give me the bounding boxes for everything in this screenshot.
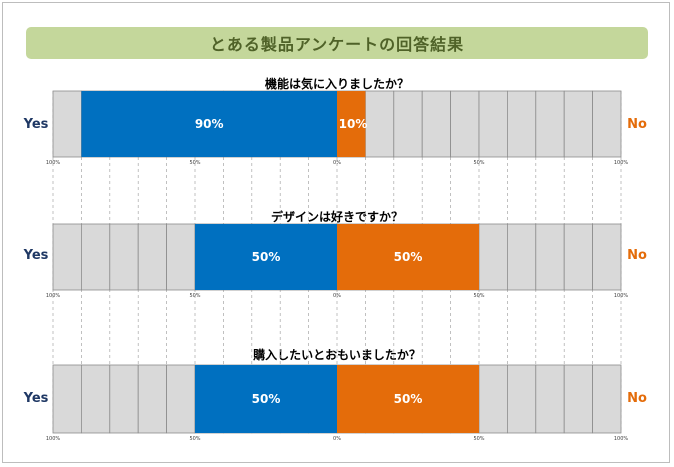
background-cell: [137, 223, 167, 291]
tick-label: 50%: [189, 293, 200, 299]
background-cell: [563, 90, 594, 158]
tick-label: 50%: [473, 293, 484, 299]
background-cell: [478, 90, 508, 158]
background-cell: [563, 223, 594, 291]
chart-3-yes-label: Yes: [23, 391, 49, 406]
bar-no: [337, 365, 479, 433]
background-cell: [592, 223, 622, 291]
bar-no: [337, 224, 479, 290]
bar-yes-label: 50%: [252, 392, 281, 406]
background-cell: [506, 90, 537, 158]
background-cell: [81, 364, 111, 434]
bar-yes: [195, 365, 337, 433]
background-cell: [535, 364, 565, 434]
bar-no-label: 50%: [394, 250, 423, 264]
background-cell: [478, 364, 508, 434]
tick-label: 100%: [614, 436, 629, 442]
tick-label: 0%: [333, 293, 341, 299]
tick-label: 50%: [473, 160, 484, 166]
background-cell: [478, 223, 508, 291]
tick-label: 100%: [46, 160, 61, 166]
background-cell: [364, 90, 395, 158]
background-cell: [137, 364, 167, 434]
bar-yes: [81, 91, 338, 157]
tick-label: 100%: [614, 293, 629, 299]
page-title: とある製品アンケートの回答結果: [26, 27, 648, 59]
background-cell: [166, 223, 196, 291]
chart-1-title: 機能は気に入りましたか？: [264, 77, 409, 91]
tick-label: 50%: [189, 436, 200, 442]
tick-label: 50%: [473, 436, 484, 442]
background-cell: [393, 90, 423, 158]
bar-no-label: 50%: [394, 392, 423, 406]
bar-yes-label: 90%: [195, 117, 224, 131]
tick-label: 100%: [46, 293, 61, 299]
background-cell: [592, 90, 622, 158]
background-cell: [109, 364, 139, 434]
background-cell: [52, 90, 82, 158]
chart-2-yes-label: Yes: [23, 248, 49, 263]
background-cell: [421, 90, 452, 158]
background-cell: [81, 223, 111, 291]
background-cell: [563, 364, 594, 434]
background-cell: [535, 223, 565, 291]
bar-no-label: 10%: [339, 117, 368, 131]
background-cell: [506, 364, 537, 434]
chart-1-yes-label: Yes: [23, 117, 49, 132]
background-cell: [535, 90, 565, 158]
background-cell: [592, 364, 622, 434]
tick-label: 100%: [46, 436, 61, 442]
background-cell: [52, 364, 82, 434]
background-cell: [166, 364, 196, 434]
chart-3-no-label: No: [627, 391, 647, 406]
bar-yes-label: 50%: [252, 250, 281, 264]
bar-no: [337, 91, 366, 157]
chart-2-no-label: No: [627, 248, 647, 263]
background-cell: [52, 223, 82, 291]
chart-1-no-label: No: [627, 117, 647, 132]
background-cell: [506, 223, 537, 291]
tick-label: 0%: [333, 436, 341, 442]
tick-label: 50%: [189, 160, 200, 166]
tick-label: 0%: [333, 160, 341, 166]
background-cell: [450, 90, 480, 158]
bar-yes: [195, 224, 337, 290]
tick-label: 100%: [614, 160, 629, 166]
background-cell: [109, 223, 139, 291]
